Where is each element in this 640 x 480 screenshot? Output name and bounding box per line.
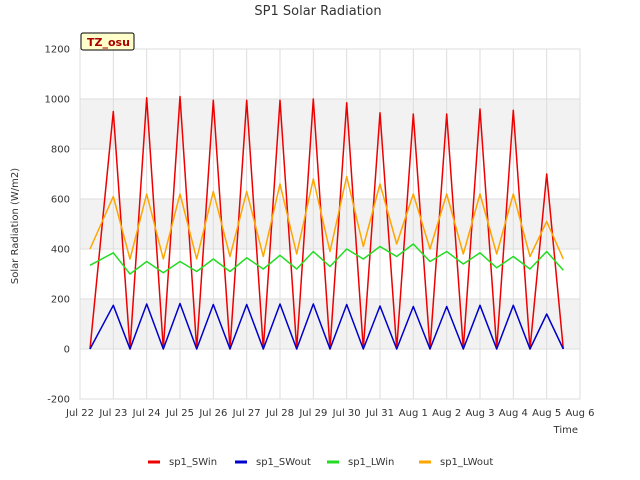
y-tick-label: 200 (51, 295, 70, 306)
y-tick-label: 1000 (45, 95, 70, 106)
annotation-tag-text: TZ_osu (87, 36, 130, 49)
legend-label-sp1_LWout: sp1_LWout (440, 457, 493, 468)
chart-title: SP1 Solar Radiation (254, 4, 381, 19)
x-tick-label: Jul 31 (365, 408, 394, 419)
y-tick-label: 0 (64, 345, 70, 356)
legend: sp1_SWin sp1_SWout sp1_LWin sp1_LWout (148, 457, 493, 468)
x-tick-label: Aug 5 (532, 408, 561, 419)
legend-label-sp1_SWin: sp1_SWin (169, 457, 217, 468)
x-tick-label: Jul 27 (232, 408, 261, 419)
legend-label-sp1_LWin: sp1_LWin (348, 457, 394, 468)
x-tick-label: Jul 29 (298, 408, 327, 419)
x-tick-label: Aug 2 (432, 408, 461, 419)
y-tick-label: 800 (51, 145, 70, 156)
x-axis: Jul 22 Jul 23 Jul 24 Jul 25 Jul 26 Jul 27 Jul … (65, 408, 595, 419)
x-tick-label: Jul 23 (98, 408, 127, 419)
annotation-tag-box (80, 32, 135, 51)
series-layer (89, 95, 565, 350)
x-tick-label: Aug 3 (465, 408, 494, 419)
y-tick-label: -200 (47, 395, 70, 406)
x-tick-label: Jul 30 (332, 408, 361, 419)
x-tick-label: Jul 25 (165, 408, 194, 419)
annotation-tag: TZ_osu (80, 32, 135, 51)
series-line-sp1_SWout (89, 302, 564, 350)
legend-label-sp1_SWout: sp1_SWout (256, 457, 311, 468)
series-line-sp1_LWin (89, 243, 564, 275)
y-axis-label: Solar Radiation (W/m2) (10, 168, 21, 284)
background-band (80, 199, 580, 249)
y-axis: -200 0 200 400 600 800 1000 1200 (45, 45, 70, 406)
y-tick-label: 1200 (45, 45, 70, 56)
background-band (80, 99, 580, 149)
x-tick-label: Aug 6 (565, 408, 594, 419)
x-tick-label: Jul 26 (198, 408, 227, 419)
series-line-sp1_LWout (89, 175, 564, 260)
x-axis-label: Time (553, 425, 578, 436)
x-tick-label: Jul 28 (265, 408, 294, 419)
x-tick-label: Aug 1 (399, 408, 428, 419)
x-tick-label: Jul 22 (65, 408, 94, 419)
y-tick-label: 400 (51, 245, 70, 256)
x-tick-label: Jul 24 (132, 408, 161, 419)
x-tick-label: Aug 4 (499, 408, 528, 419)
y-tick-label: 600 (51, 195, 70, 206)
